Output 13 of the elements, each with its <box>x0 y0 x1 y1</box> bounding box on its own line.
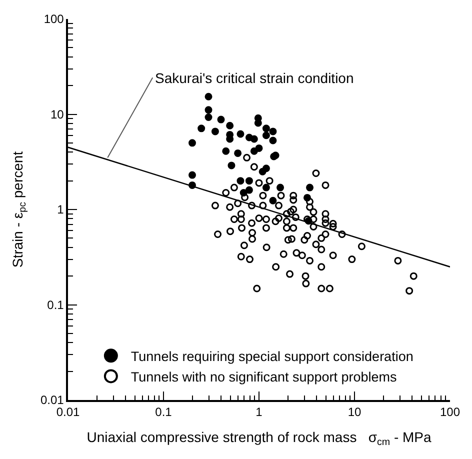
y-tick-label: 0.1 <box>47 298 64 312</box>
x-tick-label: 0.1 <box>155 405 172 420</box>
y-tick-label: 1 <box>57 202 64 217</box>
y-tick-label: 0.01 <box>40 393 64 408</box>
legend-label: Tunnels requiring special support consideration <box>130 348 414 364</box>
y-tick-label: 100 <box>44 12 64 26</box>
x-tick-label: 10 <box>348 405 362 420</box>
x-tick-label: 100 <box>440 405 460 420</box>
x-tick-label: 1 <box>256 405 263 420</box>
legend-label: Tunnels with no significant support problems <box>130 369 398 384</box>
y-tick-label: 10 <box>50 107 64 122</box>
annotation: Sakurai's critical strain condition <box>155 70 354 86</box>
x-axis-title: Uniaxial compressive strength of rock mass σ$_{cm}$ - MPa <box>86 428 432 448</box>
